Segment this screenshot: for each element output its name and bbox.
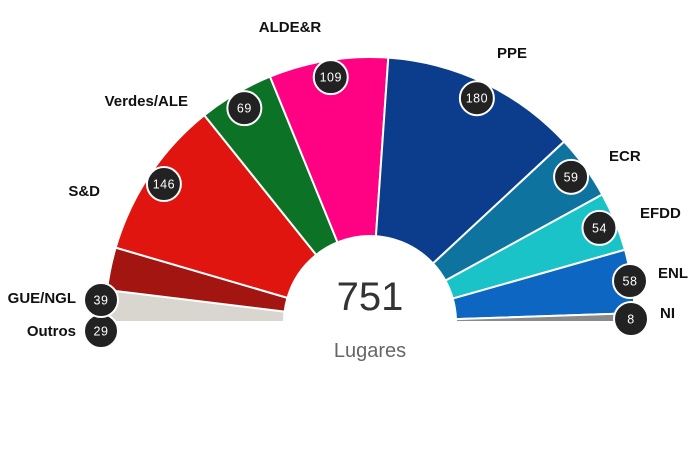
seat-count-ecr: 59	[564, 170, 579, 184]
seat-count-ppe: 180	[466, 92, 488, 106]
party-label-ni: NI	[660, 305, 675, 322]
seat-count-gue-ngl: 39	[94, 294, 109, 308]
seat-badge-circle	[613, 301, 649, 337]
seat-count-efdd: 54	[592, 221, 607, 235]
party-label-gue-ngl: GUE/NGL	[8, 290, 76, 307]
seat-badge-ppe: 180	[458, 80, 495, 117]
seat-badge-circle	[458, 80, 495, 117]
seat-badge-circle	[612, 263, 648, 299]
seat-badge-ecr: 59	[553, 158, 590, 195]
party-label-verdes-ale: Verdes/ALE	[105, 93, 188, 110]
seat-count-verdes-ale: 69	[237, 102, 252, 116]
party-label-ppe: PPE	[497, 45, 527, 62]
total-seats-label: Lugares	[334, 340, 406, 362]
seat-badge-gue-ngl: 39	[83, 282, 119, 318]
seat-badge-efdd: 54	[581, 209, 618, 246]
seat-badge-alde-r: 109	[312, 59, 349, 96]
badges-layer: 29 39 146 69 109 180 59 54 58 8	[83, 59, 649, 349]
seat-count-s-d: 146	[153, 178, 175, 192]
seat-badge-circle	[145, 166, 182, 203]
segment-s-d	[114, 113, 318, 300]
total-seats-value: 751	[337, 275, 404, 319]
party-label-efdd: EFDD	[640, 205, 681, 222]
seat-badge-verdes-ale: 69	[226, 90, 263, 127]
party-label-outros: Outros	[27, 323, 76, 340]
seat-count-outros: 29	[94, 325, 109, 339]
seat-badge-s-d: 146	[145, 166, 182, 203]
seat-badge-enl: 58	[612, 263, 648, 299]
seat-badge-outros: 29	[83, 313, 119, 349]
seat-badge-circle	[553, 158, 590, 195]
seat-badge-circle	[83, 282, 119, 318]
seat-count-alde-r: 109	[320, 71, 342, 85]
seat-count-enl: 58	[623, 275, 638, 289]
party-label-alde-r: ALDE&R	[259, 19, 322, 36]
seat-badge-ni: 8	[613, 301, 649, 337]
seat-badge-circle	[226, 90, 263, 127]
labels-layer: Outros GUE/NGL S&D Verdes/ALE ALDE&R PPE ECR EF…	[8, 19, 688, 340]
party-label-enl: ENL	[658, 265, 688, 282]
seat-count-ni: 8	[627, 313, 634, 327]
seat-badge-circle	[581, 209, 618, 246]
segment-ppe	[374, 56, 566, 265]
seat-badge-circle	[312, 59, 349, 96]
party-label-ecr: ECR	[609, 148, 641, 165]
party-label-s-d: S&D	[68, 183, 100, 200]
